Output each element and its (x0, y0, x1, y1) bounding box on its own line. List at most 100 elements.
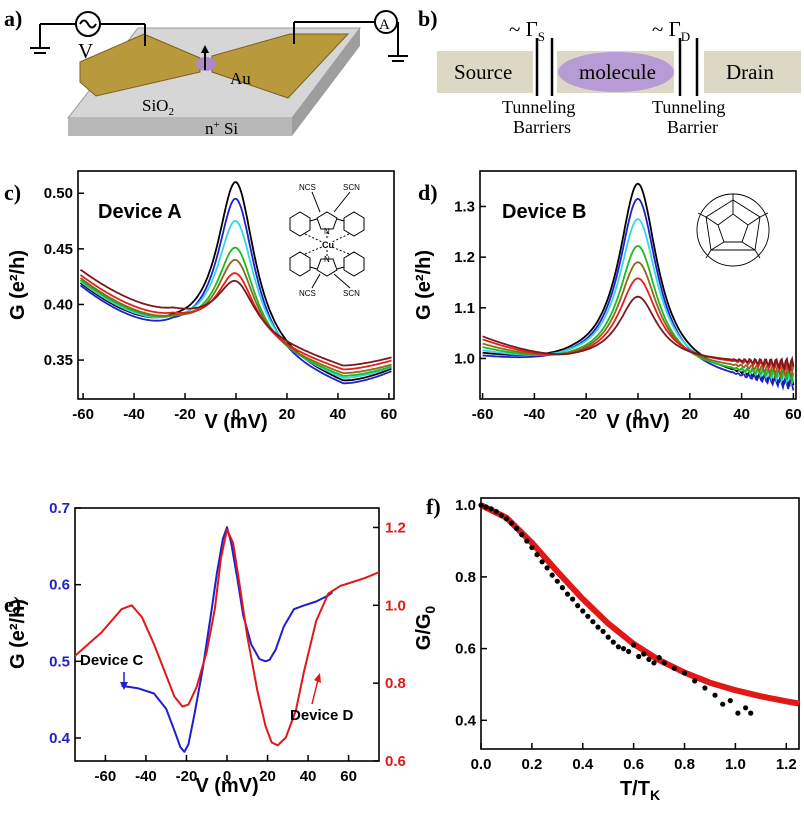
plot-e-xtick-label: 40 (300, 768, 317, 785)
drain-label: Drain (726, 60, 774, 84)
plot-e-xtick-label: -60 (95, 768, 117, 785)
c60-structure (696, 193, 770, 267)
plot-d-xtick-label: 20 (681, 406, 698, 423)
tunneling-barrier-line1: Tunneling (652, 97, 725, 117)
ylabel-e: G (e²/h) (7, 599, 29, 669)
gamma-d-label: ~ ΓD (652, 17, 690, 44)
panel-label-e: e) (4, 592, 21, 617)
data-point (585, 613, 591, 619)
plot-f-xtick-label: 0.4 (572, 756, 594, 773)
data-point (554, 578, 560, 584)
plot-f-ytick-label: 0.4 (455, 712, 477, 729)
data-point (720, 701, 726, 707)
plot-e-xtick-label: 20 (259, 768, 276, 785)
plot-e-left-ytick-label: 0.4 (49, 730, 71, 747)
gamma-s-label: ~ ΓS (509, 17, 545, 44)
cu-complex-structure (289, 211, 365, 277)
data-point (519, 532, 525, 538)
sio2-label: SiO2 (142, 96, 174, 118)
device-b-label: Device B (502, 201, 587, 223)
plot-e-xtick-label: 60 (340, 768, 357, 785)
plot-f-xtick-label: 0.0 (471, 756, 492, 773)
plot-c-xtick-label: -20 (174, 406, 196, 423)
data-point (735, 710, 741, 716)
data-point (620, 646, 627, 652)
plot-f-xtick-label: 0.8 (674, 756, 695, 773)
data-point (529, 544, 535, 551)
panel-b: b) Source molecule Drain ~ ΓS ~ ΓD Tunne… (418, 6, 801, 137)
data-point (636, 653, 642, 660)
ticks-c: -60 -40 -20 0 20 40 60 0.35 0.40 0.45 0.50 (44, 185, 397, 423)
data-point (692, 678, 698, 684)
tunneling-barriers-line1: Tunneling (502, 97, 575, 117)
device-a-label: Device A (98, 201, 182, 223)
plot-c-ytick-label: 0.50 (44, 185, 73, 202)
series-line-d-4 (482, 261, 795, 379)
panel-label-b: b) (418, 6, 438, 31)
data-point (570, 596, 576, 602)
si-substrate-side (292, 28, 360, 136)
data-point (748, 710, 754, 716)
ticks-d: -60 -40 -20 0 20 40 60 1.0 1.1 1.2 1.3 (454, 198, 802, 423)
plot-e-right-ytick-label: 0.8 (385, 675, 406, 692)
data-point (580, 608, 586, 614)
device-c-label: Device C (80, 652, 144, 669)
si-substrate-front (68, 118, 292, 136)
ammeter-icon (374, 10, 398, 34)
plot-c-xtick-label: 40 (330, 406, 347, 423)
plot-e-xtick-label: -40 (135, 768, 157, 785)
data-point (483, 504, 489, 510)
data-point (534, 552, 540, 558)
data-point (681, 670, 688, 676)
series-line-c-4 (79, 258, 392, 375)
fit-curve (479, 502, 800, 707)
panel-e: e) -60 -40 -20 0 20 40 60 0.4 0.5 0.6 0.7 0.6 0.8 1.0… (4, 500, 406, 797)
plot-c-xtick-label: -60 (72, 406, 94, 423)
series-line-c-6 (79, 268, 392, 367)
mol-scn-top: SCN (343, 183, 360, 192)
plot-e-left-ytick-label: 0.6 (49, 577, 70, 594)
plot-f-xtick-label: 0.6 (623, 756, 644, 773)
panel-f: f) 0.0 0.2 0.4 0.6 0.8 1.0 1.2 0.4 0.6 0.8 1.0 T/T… (413, 494, 800, 803)
data-point (503, 516, 509, 522)
ylabel-d: G (e²/h) (413, 250, 435, 320)
data-point (559, 585, 566, 591)
data-point (478, 502, 484, 508)
molecule-ellipse (558, 52, 674, 92)
panel-label-a: a) (4, 6, 22, 31)
plot-c-xtick-label: -40 (123, 406, 145, 423)
data-point (610, 639, 616, 645)
series-c (79, 181, 392, 385)
plot-d-xtick-label: 40 (733, 406, 750, 423)
mol-cu: Cu (322, 240, 334, 250)
series-line-c-1 (79, 197, 392, 385)
data-point (539, 559, 545, 565)
data-point (661, 660, 667, 666)
data-point (595, 624, 601, 630)
plot-f-xtick-label: 1.2 (776, 756, 797, 773)
series-line-d-6 (482, 295, 795, 373)
series-line-c-2 (79, 220, 392, 379)
data-point (651, 660, 657, 666)
au-label: Au (230, 69, 251, 88)
ticks-e: -60 -40 -20 0 20 40 60 0.4 0.5 0.6 0.7 0.6 0.8 1.0 1.2 (49, 500, 406, 785)
data-point (615, 644, 622, 650)
series-line-c-0 (79, 181, 392, 382)
plot-f-xtick-label: 0.2 (521, 756, 542, 773)
panel-c: c) -60 -40 -20 0 20 40 60 0.35 0.40 0.45 0.50 Devi… (4, 170, 397, 433)
xlabel-d: V (mV) (606, 411, 669, 433)
series-d (482, 182, 795, 391)
plot-d-xtick-label: -20 (575, 406, 597, 423)
series-line-c-5 (79, 272, 392, 371)
mol-ncs-top: NCS (299, 183, 316, 192)
plot-frame-f (480, 497, 800, 750)
plot-d-xtick-label: 60 (785, 406, 802, 423)
source-label: Source (454, 60, 512, 84)
plot-e-xtick-label: 0 (223, 768, 231, 785)
plot-d-xtick-label: -60 (472, 406, 494, 423)
plot-e-left-ytick-label: 0.7 (49, 500, 70, 517)
molecule-label: molecule (579, 60, 656, 84)
data-point (493, 509, 499, 515)
panel-label-f: f) (426, 494, 441, 519)
